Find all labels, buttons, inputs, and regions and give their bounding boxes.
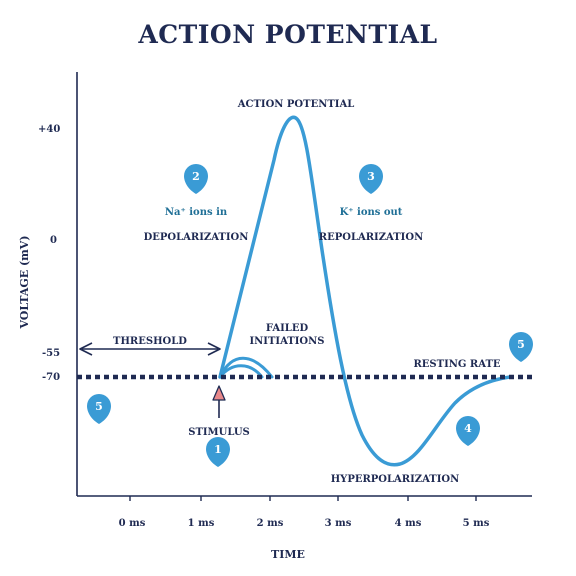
failed-label-line1: FAILED (266, 323, 309, 334)
y-tick-plus40: +40 (38, 124, 60, 135)
marker-2-number: 2 (192, 170, 200, 183)
marker-pin-shape (87, 394, 111, 424)
action-potential-label: ACTION POTENTIAL (237, 99, 355, 110)
marker-pin-shape (456, 416, 480, 446)
y-tick-minus55: -55 (42, 348, 60, 359)
x-ticks (129, 496, 477, 501)
failed-label-line2: INITIATIONS (249, 336, 324, 347)
diagram-title: ACTION POTENTIAL (137, 20, 437, 49)
stimulus-arrow-head (212, 385, 226, 401)
na-ions-label: Na⁺ ions in (165, 207, 228, 218)
marker-pin-shape (359, 164, 383, 194)
threshold-arrow-right-head (207, 342, 221, 356)
marker-pin-shape (184, 164, 208, 194)
x-tick-3ms: 3 ms (325, 518, 352, 529)
x-axis-title: TIME (271, 548, 305, 561)
action-potential-curve (218, 115, 512, 467)
marker-3: 3 (359, 164, 383, 194)
marker-3-number: 3 (367, 170, 375, 183)
x-tick-0ms: 0 ms (119, 518, 146, 529)
marker-pin-shape (509, 332, 533, 362)
k-ions-label: K⁺ ions out (340, 207, 403, 218)
threshold-arrow (79, 342, 221, 356)
marker-pin-shape (206, 437, 230, 467)
x-tick-1ms: 1 ms (188, 518, 215, 529)
x-tick-2ms: 2 ms (257, 518, 284, 529)
marker-5-left: 5 (87, 394, 111, 424)
marker-1-number: 1 (214, 443, 222, 456)
marker-5-right-number: 5 (517, 338, 525, 351)
x-tick-5ms: 5 ms (463, 518, 490, 529)
marker-5-right: 5 (509, 332, 533, 362)
y-tick-minus70: -70 (42, 372, 60, 383)
marker-1: 1 (206, 437, 230, 467)
failed-initiation-curve (218, 356, 274, 379)
marker-5-left-number: 5 (95, 400, 103, 413)
stimulus-arrow (212, 385, 226, 418)
threshold-label: THRESHOLD (113, 336, 187, 347)
y-axis-title: VOLTAGE (mV) (18, 235, 31, 329)
marker-2: 2 (184, 164, 208, 194)
marker-4: 4 (456, 416, 480, 446)
hyperpolarization-label: HYPERPOLARIZATION (331, 474, 460, 485)
failed-initiation-curve (218, 364, 264, 379)
depolarization-label: DEPOLARIZATION (144, 232, 249, 243)
x-tick-4ms: 4 ms (395, 518, 422, 529)
stimulus-label: STIMULUS (188, 427, 250, 438)
repolarization-label: REPOLARIZATION (319, 232, 423, 243)
resting-rate-label: RESTING RATE (413, 359, 500, 370)
y-tick-0: 0 (50, 235, 57, 246)
threshold-arrow-left-head (79, 342, 93, 356)
marker-4-number: 4 (464, 422, 472, 435)
